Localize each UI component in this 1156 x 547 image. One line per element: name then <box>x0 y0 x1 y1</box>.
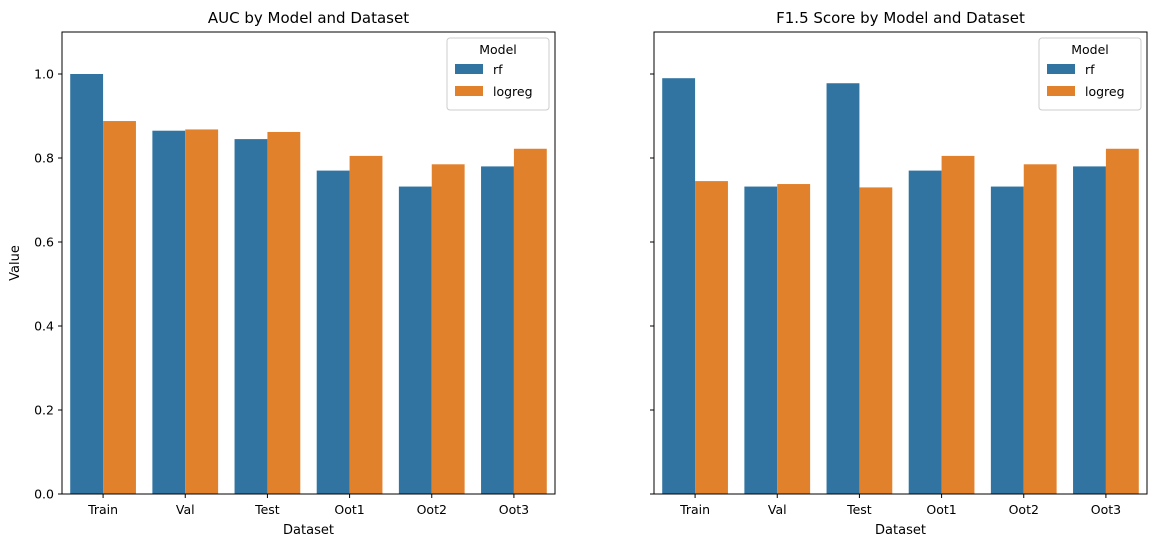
bar-rf-test <box>234 139 268 494</box>
x-tick-label: Train <box>87 502 118 517</box>
x-tick-label: Oot3 <box>499 502 529 517</box>
y-tick-label: 1.0 <box>34 67 54 82</box>
bar-logreg-val <box>777 184 811 495</box>
legend: Model rf logreg <box>1038 37 1142 111</box>
bar-rf-train <box>662 78 696 494</box>
axes-frame <box>653 31 1148 495</box>
bar-rf-oot3 <box>481 166 514 494</box>
bar-logreg-test <box>267 131 301 494</box>
y-axis-label: Value <box>8 245 23 281</box>
bar-rf-oot1 <box>316 170 350 494</box>
bar-rf-oot2 <box>990 186 1024 494</box>
bar-logreg-test <box>859 187 893 494</box>
y-tick-label: 0.8 <box>34 151 54 166</box>
bar-logreg-train <box>103 121 136 494</box>
bar-logreg-oot1 <box>941 155 975 494</box>
chart-panel-1: 0.0 0.2 0.4 0.6 0.8 1.0 Train Val Test Oot1 Oot2 Oo… <box>8 9 556 538</box>
legend-label-logreg: logreg <box>1085 84 1125 99</box>
x-tick-label: Oot3 <box>1091 502 1121 517</box>
legend-title: Model <box>1071 42 1109 57</box>
legend-swatch-logreg <box>1047 86 1075 96</box>
bar-logreg-oot2 <box>1023 164 1057 495</box>
legend-label-rf: rf <box>493 62 503 77</box>
legend-swatch-rf <box>455 64 483 74</box>
x-tick-label: Test <box>254 502 280 517</box>
legend-swatch-logreg <box>455 86 483 96</box>
bar-logreg-oot1 <box>349 155 383 494</box>
bar-logreg-train <box>695 181 728 494</box>
y-tick-label: 0.6 <box>34 235 54 250</box>
y-tick-label: 0.0 <box>34 487 54 502</box>
bar-rf-oot3 <box>1073 166 1106 494</box>
x-axis-label: Dataset <box>875 523 926 538</box>
chart-title: AUC by Model and Dataset <box>208 9 409 27</box>
bar-logreg-oot3 <box>1105 148 1139 494</box>
x-tick-label: Train <box>679 502 710 517</box>
bar-rf-oot2 <box>398 186 432 494</box>
axes-frame <box>61 31 556 495</box>
x-tick-label: Oot2 <box>1009 502 1039 517</box>
bar-rf-val <box>744 186 778 494</box>
x-tick-label: Oot1 <box>926 502 956 517</box>
chart-title: F1.5 Score by Model and Dataset <box>776 9 1025 27</box>
legend-label-logreg: logreg <box>493 84 533 99</box>
bar-logreg-oot3 <box>513 148 547 494</box>
legend-swatch-rf <box>1047 64 1075 74</box>
x-tick-label: Val <box>768 502 787 517</box>
bar-logreg-val <box>185 129 219 494</box>
legend-label-rf: rf <box>1085 62 1095 77</box>
x-tick-label: Test <box>846 502 872 517</box>
x-tick-label: Oot1 <box>334 502 364 517</box>
bar-rf-test <box>826 83 860 495</box>
bar-logreg-oot2 <box>431 164 465 495</box>
bar-rf-val <box>152 130 186 494</box>
legend: Model rf logreg <box>446 37 550 111</box>
x-axis-label: Dataset <box>283 523 334 538</box>
x-tick-label: Val <box>176 502 195 517</box>
y-tick-label: 0.4 <box>34 319 54 334</box>
x-tick-label: Oot2 <box>417 502 447 517</box>
bar-rf-oot1 <box>908 170 942 494</box>
legend-title: Model <box>479 42 517 57</box>
y-tick-label: 0.2 <box>34 403 54 418</box>
chart-panel-2: Train Val Test Oot1 Oot2 Oot3 F1.5 Score by Mo… <box>650 9 1148 538</box>
bar-rf-train <box>70 74 104 494</box>
